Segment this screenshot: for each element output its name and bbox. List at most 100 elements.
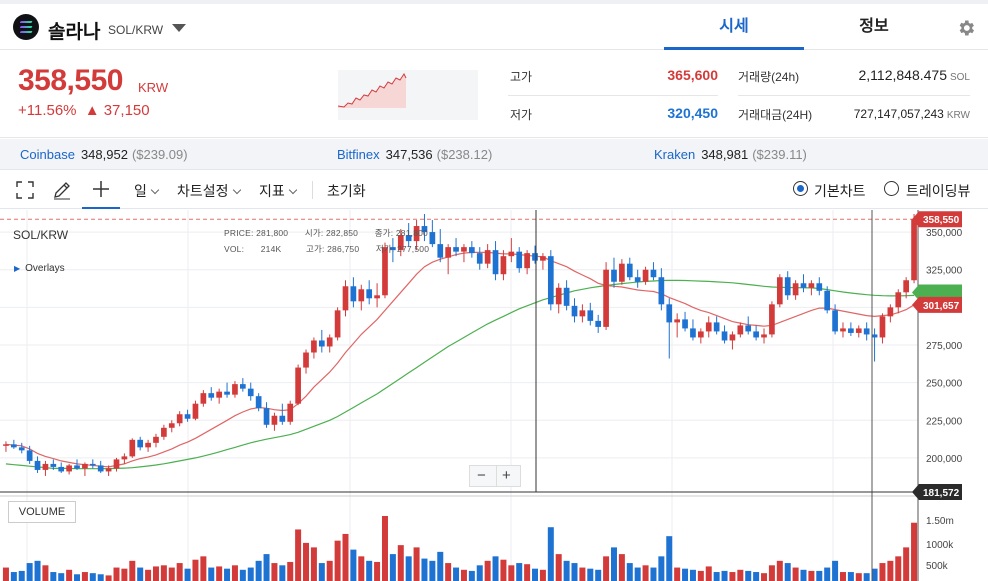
interval-dropdown[interactable]: 일 [134,181,160,201]
volume-24h-value: 2,112,848.475 [858,67,947,83]
volume-panel-label[interactable]: VOLUME [8,501,76,523]
high-value: 365,600 [667,67,718,83]
price-chart-svg[interactable]: 350,000325,000300,000275,000250,000225,0… [0,210,988,581]
volume-bar [160,565,167,581]
current-price: 358,550 [18,64,123,97]
volume-bar [389,554,396,581]
candle-body [745,325,752,332]
candle-body [247,388,254,397]
candle-body [334,310,341,338]
coin-pair: SOL/KRW [108,23,164,37]
candle-body [508,251,515,257]
volume-bar [208,567,215,581]
volume-bar [231,565,238,581]
exchange-usd: ($239.11) [752,147,807,162]
volume-bar [539,569,546,581]
exchange-item[interactable]: Bitfinex 347,536 ($238.12) [337,147,492,162]
volume-axis-tick: 500k [926,561,949,572]
volume-bar [516,563,523,581]
gear-icon[interactable] [956,18,976,38]
low-label: 저가 [510,108,533,122]
volume-bar [137,567,144,581]
exchange-item[interactable]: Coinbase 348,952 ($239.09) [20,147,188,162]
candle-body [619,263,625,282]
reset-button[interactable]: 초기화 [327,183,366,199]
candle-body [105,468,112,472]
volume-bar [263,554,270,581]
volume-bar [200,556,207,581]
candle-body [563,287,570,306]
ohlc-price: 281,800 [256,228,289,238]
tab-info[interactable]: 정보 [859,18,889,35]
crosshair-button[interactable] [82,171,120,209]
candle-body [540,256,546,261]
coin-select-chevron-down-icon[interactable] [172,24,186,32]
basic-chart-label[interactable]: 기본차트 [814,183,866,199]
ma-short-line [5,251,915,468]
volume-bar [105,575,112,581]
chevron-down-icon [150,185,160,195]
candle-body [374,295,380,299]
volume-bar [524,564,531,581]
volume-bar [437,551,444,581]
candle-body [666,304,673,323]
volume-bar [476,565,483,581]
exchange-usd: ($238.12) [436,147,493,162]
chart-settings-dropdown[interactable]: 차트설정 [177,181,241,201]
volume-bar [468,570,475,581]
candle-body [232,384,238,395]
candle-body [326,337,333,347]
volume-bar [911,522,918,581]
candle-body [208,393,215,398]
candle-body [469,247,475,254]
volume-bar [666,536,673,581]
exchange-prices: Coinbase 348,952 ($239.09) Bitfinex 347,536… [0,139,988,170]
fullscreen-icon[interactable] [16,181,34,199]
volume-bar [737,569,744,581]
candle-body [405,235,412,242]
pencil-icon[interactable] [52,180,72,200]
exchange-item[interactable]: Kraken 348,981 ($239.11) [654,147,807,162]
candle-body [626,263,633,278]
exchange-price: 348,952 [80,147,128,162]
candle-body [555,287,562,305]
indicators-dropdown[interactable]: 지표 [259,181,298,201]
ma-long-line [5,279,915,470]
change-percent: +11.56% [18,102,77,119]
zoom-in-button[interactable]: + [502,467,511,484]
candle-body [840,328,846,332]
candle-body [895,292,902,308]
basic-chart-radio[interactable] [793,181,808,196]
candlestick-chart-area[interactable]: 350,000325,000300,000275,000250,000225,0… [0,210,988,581]
overlays-toggle[interactable]: Overlays [14,263,64,274]
ohlc-open-label: 시가: [304,228,324,238]
y-axis-tick: 250,000 [926,379,963,390]
amount-24h-unit: KRW [946,110,970,121]
candle-body [287,403,294,422]
volume-bar [358,556,365,581]
volume-bar [587,568,594,581]
tab-market[interactable]: 시세 [664,4,804,50]
tradingview-label[interactable]: 트레이딩뷰 [906,183,971,199]
y-axis-tick: 325,000 [926,266,963,277]
volume-bar [563,560,570,581]
top-header: 솔라나 SOL/KRW 시세 정보 [0,0,988,50]
tradingview-radio[interactable] [884,181,899,196]
candle-body [776,277,783,305]
solana-logo-icon [13,14,39,40]
zoom-out-button[interactable]: − [477,467,486,484]
volume-24h: 2,112,848.475 SOL [820,67,970,83]
divider [738,95,970,96]
volume-bar [366,560,373,581]
chevron-down-icon [232,185,241,195]
candle-body [887,307,894,317]
volume-bar [326,560,333,581]
volume-24h-unit: SOL [949,72,970,83]
volume-bar [381,516,388,581]
volume-bar [334,540,341,581]
volume-bar [129,560,136,581]
candle-body [721,331,728,341]
candle-body [792,283,799,296]
amount-24h: 727,147,057,243 KRW [820,107,970,121]
volume-bar [761,573,768,581]
